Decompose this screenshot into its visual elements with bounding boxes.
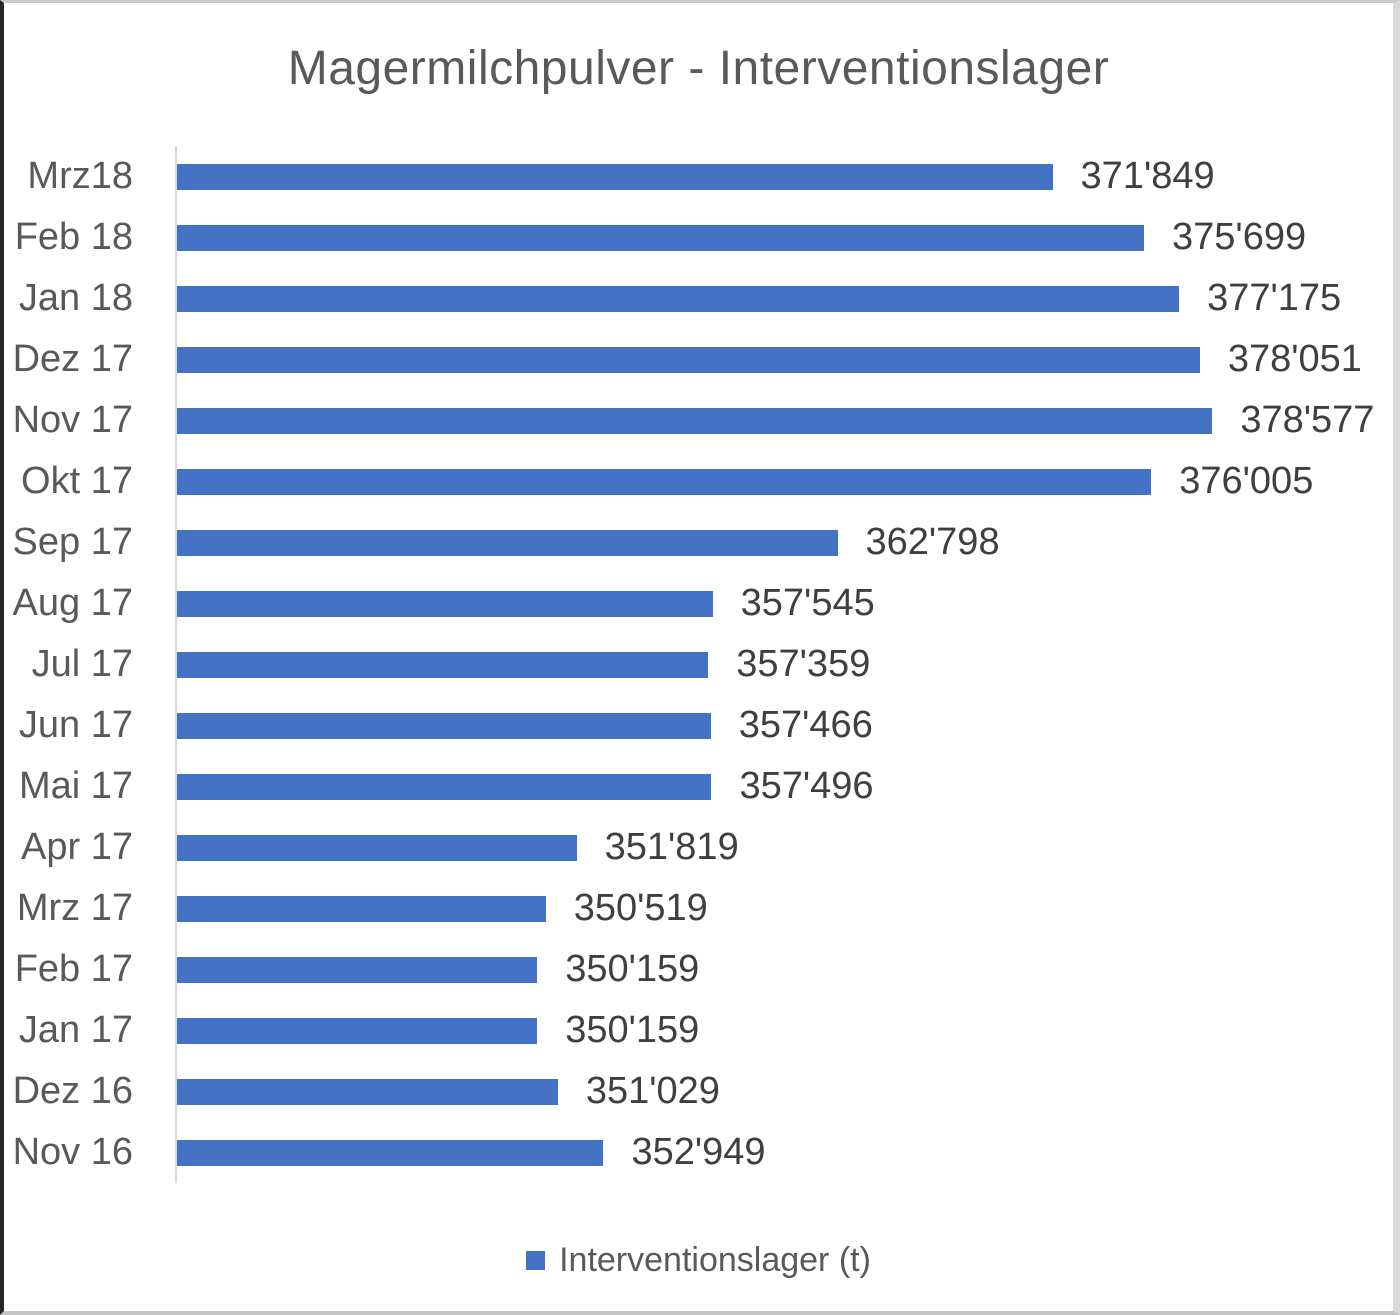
bar [177, 1017, 538, 1044]
bar-track: 351'819 [175, 817, 1365, 878]
bar-row: Nov 16 352'949 [4, 1122, 1365, 1183]
plot-area: Mrz18 371'849 Feb 18 375'699 Jan 18 377'… [4, 146, 1393, 1183]
bar [177, 529, 838, 556]
bar [177, 773, 712, 800]
value-label: 371'849 [1080, 155, 1215, 197]
bar [177, 224, 1145, 251]
bar-track: 357'359 [175, 634, 1365, 695]
bar [177, 285, 1180, 312]
bar-row: Jan 17 350'159 [4, 1000, 1365, 1061]
category-label: Mai 17 [18, 765, 133, 807]
bar-row: Aug 17 357'545 [4, 573, 1365, 634]
bar-row: Mrz 17 350'519 [4, 878, 1365, 939]
category-label: Jul 17 [31, 643, 133, 685]
category-label: Jun 17 [18, 704, 133, 746]
bar-row: Apr 17 351'819 [4, 817, 1365, 878]
value-label: 351'029 [585, 1070, 720, 1112]
category-label: Okt 17 [21, 460, 133, 502]
bar-track: 350'159 [175, 939, 1365, 1000]
bar [177, 407, 1213, 434]
bar-row: Dez 16 351'029 [4, 1061, 1365, 1122]
legend-marker-icon [526, 1251, 546, 1270]
bar-track: 375'699 [175, 207, 1365, 268]
category-label: Feb 18 [14, 216, 133, 258]
legend-label: Interventionslager (t) [559, 1241, 871, 1279]
bar [177, 468, 1152, 495]
category-label: Aug 17 [12, 582, 133, 624]
bar [177, 1078, 558, 1105]
category-label: Dez 16 [12, 1070, 133, 1112]
bar-row: Jan 18 377'175 [4, 268, 1365, 329]
value-label: 357'545 [740, 582, 875, 624]
category-label: Nov 17 [12, 399, 133, 441]
value-label: 350'159 [565, 948, 700, 990]
bar-track: 378'051 [175, 329, 1365, 390]
bar [177, 956, 538, 983]
bar-row: Jul 17 357'359 [4, 634, 1365, 695]
value-label: 362'798 [865, 521, 1000, 563]
bar-row: Okt 17 376'005 [4, 451, 1365, 512]
bar-track: 371'849 [175, 146, 1365, 207]
bar-track: 351'029 [175, 1061, 1365, 1122]
value-label: 378'051 [1227, 338, 1362, 380]
bar-track: 378'577 [175, 390, 1374, 451]
value-label: 378'577 [1240, 399, 1375, 441]
bar-track: 350'159 [175, 1000, 1365, 1061]
category-label: Jan 18 [18, 277, 133, 319]
value-label: 357'496 [739, 765, 874, 807]
value-label: 376'005 [1179, 460, 1314, 502]
category-label: Apr 17 [21, 826, 133, 868]
legend: Interventionslager (t) [4, 1241, 1393, 1280]
value-label: 357'359 [736, 643, 871, 685]
category-label: Sep 17 [12, 521, 133, 563]
bar [177, 590, 713, 617]
value-label: 375'699 [1172, 216, 1307, 258]
bar-row: Mrz18 371'849 [4, 146, 1365, 207]
value-label: 351'819 [604, 826, 739, 868]
bar-track: 357'466 [175, 695, 1365, 756]
category-label: Mrz18 [27, 155, 133, 197]
value-label: 357'466 [738, 704, 873, 746]
bar-row: Feb 17 350'159 [4, 939, 1365, 1000]
bar [177, 651, 709, 678]
value-label: 352'949 [631, 1131, 766, 1173]
chart-container: Magermilchpulver - Interventionslager Mr… [4, 3, 1393, 1280]
bar [177, 163, 1053, 190]
bar-track: 376'005 [175, 451, 1365, 512]
bar-track: 377'175 [175, 268, 1365, 329]
value-label: 377'175 [1207, 277, 1342, 319]
bar-track: 357'496 [175, 756, 1365, 817]
bar-row: Jun 17 357'466 [4, 695, 1365, 756]
category-label: Nov 16 [12, 1131, 133, 1173]
bar-row: Dez 17 378'051 [4, 329, 1365, 390]
bar [177, 712, 711, 739]
bar-track: 352'949 [175, 1122, 1365, 1183]
category-label: Dez 17 [12, 338, 133, 380]
bar-row: Sep 17 362'798 [4, 512, 1365, 573]
value-label: 350'159 [565, 1009, 700, 1051]
value-label: 350'519 [573, 887, 708, 929]
bar-track: 350'519 [175, 878, 1365, 939]
bar [177, 895, 546, 922]
category-label: Feb 17 [14, 948, 133, 990]
category-label: Jan 17 [18, 1009, 133, 1051]
category-label: Mrz 17 [16, 887, 133, 929]
bar-row: Mai 17 357'496 [4, 756, 1365, 817]
chart-title: Magermilchpulver - Interventionslager [287, 42, 1110, 95]
bar-row: Feb 18 375'699 [4, 207, 1365, 268]
bar-track: 357'545 [175, 573, 1365, 634]
bar [177, 834, 577, 861]
bar-row: Nov 17 378'577 [4, 390, 1374, 451]
bar [177, 1139, 604, 1166]
bar [177, 346, 1200, 373]
bar-track: 362'798 [175, 512, 1365, 573]
